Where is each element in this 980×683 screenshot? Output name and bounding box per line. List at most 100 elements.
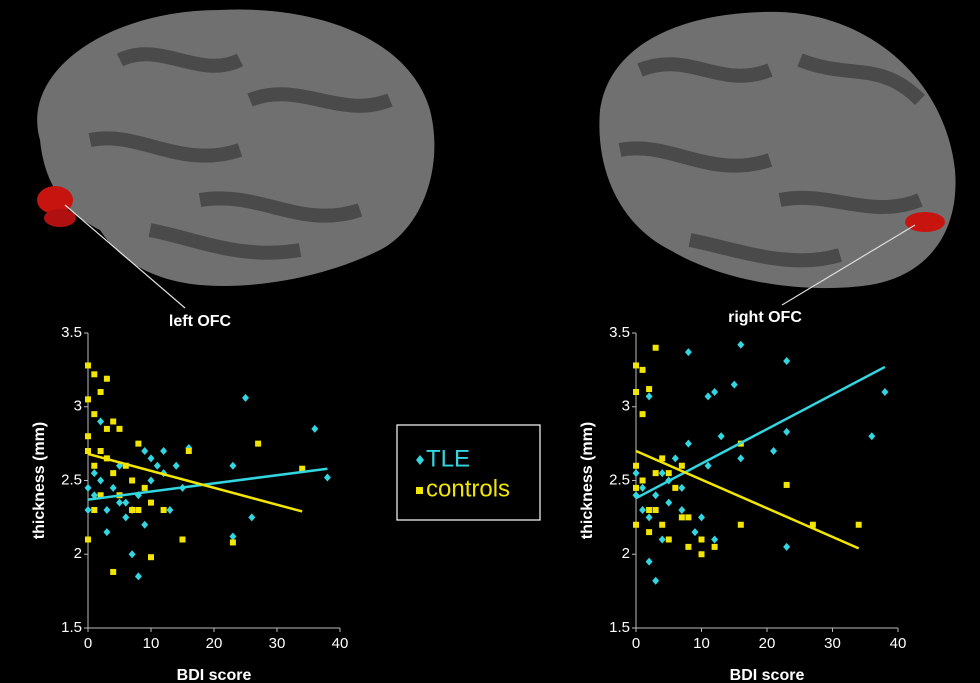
point <box>154 462 161 470</box>
point <box>633 469 640 477</box>
point <box>783 357 790 365</box>
point <box>737 341 744 349</box>
legend-label: TLE <box>426 445 470 472</box>
point <box>698 513 705 521</box>
point <box>110 484 117 492</box>
point <box>646 392 653 400</box>
point <box>685 514 691 520</box>
x-tick-label: 10 <box>693 635 710 652</box>
point <box>783 428 790 436</box>
point <box>646 513 653 521</box>
point <box>97 477 104 485</box>
point <box>685 440 692 448</box>
point <box>666 470 672 476</box>
point <box>129 478 135 484</box>
point <box>91 463 97 469</box>
point <box>142 485 148 491</box>
point <box>856 522 862 528</box>
point <box>91 371 97 377</box>
y-axis-label: thickness (mm) <box>579 422 596 539</box>
point <box>98 389 104 395</box>
annotation: right OFC <box>728 309 802 326</box>
point <box>678 506 685 514</box>
page: {"chart_data": [ {"type": "scatter", "an… <box>0 0 980 683</box>
point <box>691 528 698 536</box>
point <box>711 388 718 396</box>
point <box>640 411 646 417</box>
x-axis-label: BDI score <box>730 667 805 683</box>
point <box>737 454 744 462</box>
point <box>652 491 659 499</box>
point <box>711 536 718 544</box>
point <box>97 418 104 426</box>
point <box>665 499 672 507</box>
point <box>129 550 136 558</box>
point <box>784 482 790 488</box>
point <box>122 499 129 507</box>
point <box>705 392 712 400</box>
legend-marker <box>416 487 423 494</box>
point <box>141 521 148 529</box>
y-tick-label: 3 <box>74 398 82 415</box>
figure: 1.522.533.5010203040BDI scorethickness (… <box>0 0 980 683</box>
point <box>672 454 679 462</box>
point <box>103 506 110 514</box>
point <box>180 537 186 543</box>
point <box>712 544 718 550</box>
point <box>85 506 92 514</box>
point <box>161 507 167 513</box>
point <box>248 513 255 521</box>
y-tick-label: 3.5 <box>61 324 82 341</box>
point <box>230 539 236 545</box>
point <box>672 485 678 491</box>
point <box>718 432 725 440</box>
x-tick-label: 20 <box>759 635 776 652</box>
left-brain <box>37 10 434 308</box>
point <box>633 463 639 469</box>
point <box>91 411 97 417</box>
y-tick-label: 3.5 <box>609 324 630 341</box>
point <box>640 478 646 484</box>
point <box>881 388 888 396</box>
point <box>117 426 123 432</box>
point <box>639 506 646 514</box>
y-tick-label: 3 <box>622 398 630 415</box>
y-tick-label: 2.5 <box>61 471 82 488</box>
x-tick-label: 10 <box>143 635 160 652</box>
point <box>85 362 91 368</box>
point <box>242 394 249 402</box>
point <box>116 499 123 507</box>
fit-line <box>636 367 885 498</box>
y-tick-label: 2.5 <box>609 471 630 488</box>
point <box>104 426 110 432</box>
point <box>640 367 646 373</box>
point <box>770 447 777 455</box>
point <box>783 543 790 551</box>
point <box>679 463 685 469</box>
legend-box <box>397 425 540 520</box>
point <box>104 376 110 382</box>
point <box>85 484 92 492</box>
y-axis-label: thickness (mm) <box>31 422 48 539</box>
x-tick-label: 30 <box>269 635 286 652</box>
point <box>148 554 154 560</box>
right-brain <box>599 12 955 305</box>
point <box>129 507 135 513</box>
point <box>699 551 705 557</box>
point <box>141 447 148 455</box>
point <box>135 507 141 513</box>
y-tick-label: 2 <box>622 545 630 562</box>
point <box>639 484 646 492</box>
point <box>122 513 129 521</box>
point <box>646 529 652 535</box>
point <box>85 448 91 454</box>
point <box>103 528 110 536</box>
x-tick-label: 30 <box>824 635 841 652</box>
point <box>699 537 705 543</box>
point <box>173 462 180 470</box>
point <box>324 474 331 482</box>
point <box>653 507 659 513</box>
point <box>653 470 659 476</box>
point <box>110 470 116 476</box>
point <box>85 537 91 543</box>
